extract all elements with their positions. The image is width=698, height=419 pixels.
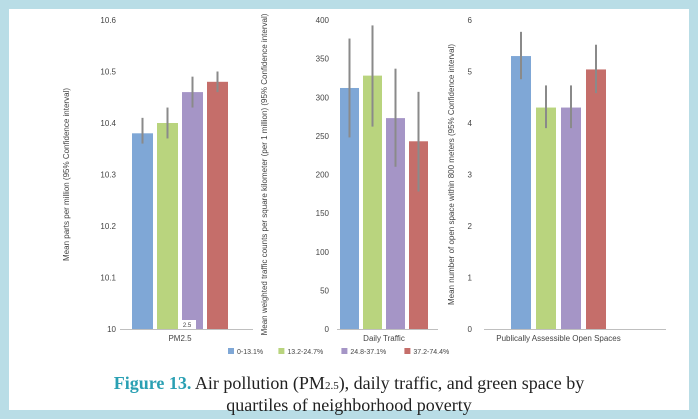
y-tick-label: 10.4: [100, 119, 116, 128]
bar-24.8-37.1%: [561, 107, 581, 329]
y-tick-label: 0: [325, 325, 330, 334]
x-axis-label: Publically Assessible Open Spaces: [496, 334, 621, 343]
y-axis-label: Mean number of open space within 800 met…: [447, 44, 456, 305]
caption-text-part1: Air pollution (PM: [191, 373, 325, 393]
y-tick-label: 2: [468, 222, 473, 231]
bar-37.2-74.4%: [586, 69, 606, 329]
y-tick-label: 3: [468, 171, 473, 180]
y-tick-label: 6: [468, 16, 473, 25]
y-tick-label: 10.2: [100, 222, 116, 231]
y-tick-label: 50: [320, 286, 329, 295]
inline-label: 2.5: [183, 323, 192, 329]
y-tick-label: 350: [316, 55, 330, 64]
legend-swatch: [228, 348, 234, 354]
y-tick-label: 0: [468, 325, 473, 334]
y-tick-label: 10: [107, 325, 116, 334]
y-axis-label: Mean parts per million (95% Confidence i…: [62, 88, 71, 261]
bar-24.8-37.1%: [386, 118, 405, 329]
caption-subscript: 2.5: [324, 380, 339, 392]
legend-swatch: [341, 348, 348, 354]
y-tick-label: 10.1: [100, 274, 116, 283]
figure-caption-line2: quartiles of neighborhood poverty: [226, 395, 472, 415]
y-tick-label: 4: [468, 119, 473, 128]
bar-13.2-24.7%: [363, 75, 382, 330]
y-tick-label: 200: [316, 171, 330, 180]
y-axis-label: Mean weighted traffic counts per square …: [260, 13, 269, 335]
chart-area: 10 10.1 10.2 10.3 10.4 10.5 10.6 PM2.5 Mean part…: [9, 9, 689, 367]
bar-13.2-24.7%: [157, 123, 178, 329]
bar-0-13.1%: [511, 56, 531, 330]
x-axis-label: Daily Traffic: [363, 334, 405, 343]
y-tick-label: 10.3: [100, 171, 116, 180]
inline-label-box: [178, 320, 196, 329]
legend-label: 13.2-24.7%: [287, 349, 323, 356]
caption-text-part2: ), daily traffic, and green space by: [338, 373, 585, 393]
legend-label: 24.8-37.1%: [350, 349, 386, 356]
bar-24.8-37.1%: [182, 92, 203, 329]
y-tick-label: 10.6: [100, 16, 116, 25]
bar-13.2-24.7%: [536, 107, 556, 329]
bar-0-13.1%: [340, 87, 359, 329]
y-tick-label: 250: [316, 132, 330, 141]
legend-swatch: [278, 348, 285, 354]
bar-0-13.1%: [132, 133, 153, 329]
legend-label: 37.2-74.4%: [413, 349, 449, 356]
y-tick-label: 5: [468, 68, 473, 77]
y-tick-label: 1: [468, 274, 473, 283]
figure-caption-line1: Figure 13. Air pollution (PM2.5), daily …: [9, 373, 689, 394]
y-tick-label: 400: [316, 16, 330, 25]
y-tick-label: 100: [316, 248, 330, 257]
y-tick-label: 300: [316, 93, 330, 102]
y-tick-label: 10.5: [100, 68, 116, 77]
legend-label: 0-13.1%: [237, 349, 263, 356]
x-axis-label: PM2.5: [168, 334, 192, 343]
figure-label: Figure 13.: [113, 373, 192, 393]
legend-swatch: [404, 348, 411, 354]
y-tick-label: 150: [316, 209, 330, 218]
bar-37.2-74.4%: [207, 81, 228, 329]
bar-37.2-74.4%: [409, 141, 428, 329]
